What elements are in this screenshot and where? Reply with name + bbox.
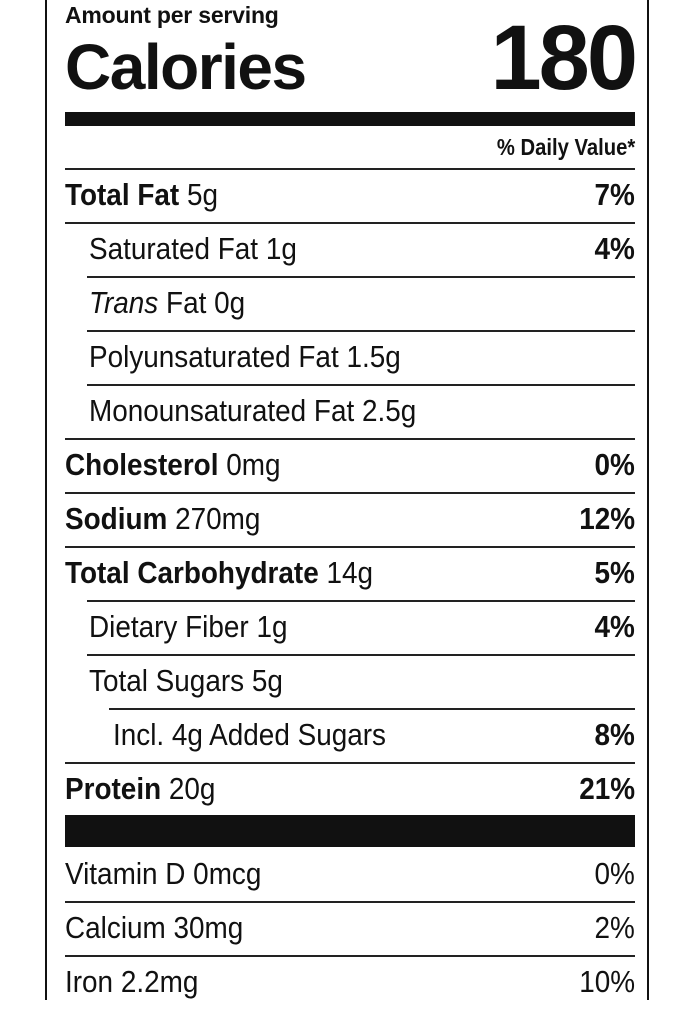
nutrient-row-total-fat: Total Fat 5g 7% [65, 168, 635, 222]
divider [65, 546, 635, 548]
nutrient-row-monounsaturated-fat: Monounsaturated Fat 2.5g [89, 384, 635, 438]
nutrient-amount: 1g [256, 609, 288, 644]
daily-value: 4% [594, 231, 635, 266]
daily-value-header: % Daily Value* [496, 134, 635, 160]
divider [65, 168, 635, 170]
nutrient-name: Cholesterol [65, 447, 219, 482]
daily-value: 0% [594, 447, 635, 482]
nutrient-amount: 5g [251, 663, 283, 698]
nutrient-amount: 0mg [226, 447, 281, 482]
divider [65, 492, 635, 494]
daily-value: 8% [594, 717, 635, 752]
vitamin-text: Vitamin D 0mcg [65, 856, 262, 891]
nutrition-facts-content: Amount per serving Calories 180 % Daily … [65, 0, 638, 1000]
divider [87, 600, 635, 602]
nutrient-name: Total Sugars [89, 663, 245, 698]
divider [87, 276, 635, 278]
nutrient-row-total-carbohydrate: Total Carbohydrate 14g 5% [65, 546, 635, 600]
nutrient-name: Total Fat [65, 177, 180, 212]
nutrient-amount: 5g [186, 177, 218, 212]
nutrient-row-total-sugars: Total Sugars 5g [89, 654, 635, 708]
nutrient-name-italic: Trans [89, 285, 159, 320]
vitamin-text: Calcium 30mg [65, 910, 244, 945]
nutrient-amount: 2.5g [361, 393, 417, 428]
daily-value: 7% [594, 177, 635, 212]
nutrient-name: Dietary Fiber [89, 609, 249, 644]
divider [65, 955, 635, 957]
nutrient-amount: 20g [168, 771, 216, 806]
nutrient-amount: 0g [214, 285, 246, 320]
nutrient-text: Incl. 4g Added Sugars [113, 717, 386, 752]
nutrient-amount: 270mg [175, 501, 261, 536]
divider [87, 330, 635, 332]
vitamin-row-iron: Iron 2.2mg 10% [65, 955, 635, 1009]
nutrient-name: Fat [166, 285, 207, 320]
vitamin-row-vitamin-d: Vitamin D 0mcg 0% [65, 847, 635, 901]
calories-value: 180 [490, 7, 638, 109]
nutrient-name: Monounsaturated Fat [89, 393, 355, 428]
nutrient-name: Saturated Fat [89, 231, 259, 266]
divider [65, 901, 635, 903]
divider [87, 654, 635, 656]
nutrient-name: Total Carbohydrate [65, 555, 319, 590]
divider [65, 222, 635, 224]
daily-value: 10% [579, 964, 635, 999]
nutrition-facts-panel: Amount per serving Calories 180 % Daily … [45, 0, 649, 1000]
nutrient-row-trans-fat: Trans Fat 0g [89, 276, 635, 330]
nutrient-row-polyunsaturated-fat: Polyunsaturated Fat 1.5g [89, 330, 635, 384]
calories-label: Calories [65, 31, 307, 103]
nutrient-row-saturated-fat: Saturated Fat 1g 4% [89, 222, 635, 276]
daily-value: 5% [594, 555, 635, 590]
divider [109, 708, 635, 710]
divider [65, 762, 635, 764]
nutrient-amount: 14g [326, 555, 374, 590]
daily-value: 12% [579, 501, 635, 536]
nutrient-row-dietary-fiber: Dietary Fiber 1g 4% [89, 600, 635, 654]
daily-value: 21% [579, 771, 635, 806]
amount-per-serving-label: Amount per serving [65, 2, 279, 28]
vitamin-row-calcium: Calcium 30mg 2% [65, 901, 635, 955]
nutrient-row-added-sugars: Incl. 4g Added Sugars 8% [113, 708, 635, 762]
divider [87, 384, 635, 386]
vitamin-text: Iron 2.2mg [65, 964, 199, 999]
daily-value: 2% [594, 910, 635, 945]
nutrient-name: Polyunsaturated Fat [89, 339, 339, 374]
nutrient-row-sodium: Sodium 270mg 12% [65, 492, 635, 546]
thick-divider [65, 112, 635, 126]
daily-value: 0% [594, 856, 635, 891]
divider [65, 438, 635, 440]
nutrient-name: Protein [65, 771, 162, 806]
thick-divider [65, 815, 635, 847]
daily-value: 4% [594, 609, 635, 644]
nutrient-amount: 1g [265, 231, 297, 266]
nutrient-row-cholesterol: Cholesterol 0mg 0% [65, 438, 635, 492]
nutrient-amount: 1.5g [346, 339, 401, 374]
nutrient-row-protein: Protein 20g 21% [65, 762, 635, 816]
nutrient-name: Sodium [65, 501, 168, 536]
